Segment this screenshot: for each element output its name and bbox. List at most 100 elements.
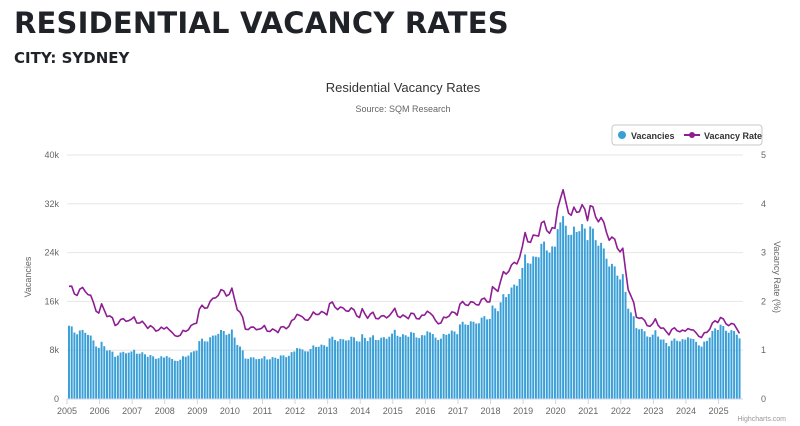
vacancies-bar[interactable] [494,308,497,399]
vacancies-bar[interactable] [201,338,203,399]
vacancies-bar[interactable] [133,349,136,399]
vacancies-bar[interactable] [396,335,399,399]
vacancies-bar[interactable] [456,334,459,399]
vacancies-bar[interactable] [217,333,220,399]
vacancies-bar[interactable] [418,338,421,399]
vacancies-bar[interactable] [168,357,171,399]
vacancies-bar[interactable] [610,263,613,399]
vacancies-bar[interactable] [646,336,649,399]
credits[interactable]: Highcharts.com [737,416,786,423]
vacancies-bar[interactable] [450,330,453,399]
vacancies-bar[interactable] [252,357,255,399]
vacancies-bar[interactable] [700,346,703,399]
vacancies-bar[interactable] [173,360,176,399]
vacancies-bar[interactable] [429,332,432,399]
vacancies-bar[interactable] [309,348,312,399]
vacancies-bar[interactable] [68,325,70,399]
vacancies-bar[interactable] [380,337,383,399]
vacancies-bar[interactable] [377,340,380,399]
vacancies-bar[interactable] [643,331,646,399]
vacancies-bar[interactable] [317,346,320,399]
vacancies-bar[interactable] [290,352,293,399]
vacancies-bar[interactable] [676,340,679,399]
vacancies-bar[interactable] [372,335,375,399]
vacancies-bar[interactable] [543,241,546,399]
vacancies-bar[interactable] [149,355,152,399]
vacancy-rate-path[interactable] [68,188,741,339]
vacancies-bar[interactable] [323,345,326,399]
vacancies-bar[interactable] [279,355,282,399]
vacancies-bar[interactable] [255,359,258,399]
vacancies-bar[interactable] [293,351,296,399]
vacancies-bar[interactable] [559,222,562,399]
vacancies-bar[interactable] [602,248,605,399]
vacancies-bar[interactable] [502,294,505,399]
vacancies-bar[interactable] [404,335,407,399]
vacancies-bar[interactable] [697,345,700,399]
vacancies-bar[interactable] [285,357,288,399]
vacancies-bar[interactable] [480,317,483,399]
vacancies-bar[interactable] [540,243,543,399]
vacancies-bar[interactable] [225,334,228,399]
vacancies-bar[interactable] [477,323,480,399]
vacancies-bar[interactable] [572,226,575,399]
vacancies-bar[interactable] [236,344,239,399]
vacancies-bar[interactable] [298,348,301,399]
vacancies-bar[interactable] [600,242,603,399]
vacancies-bar[interactable] [434,337,437,399]
vacancies-bar[interactable] [160,356,163,399]
vacancies-bar[interactable] [260,358,263,399]
vacancies-bar[interactable] [583,228,586,399]
vacancies-bar[interactable] [472,321,475,399]
vacancies-bar[interactable] [684,339,687,399]
vacancies-bar[interactable] [331,336,334,399]
vacancies-bar[interactable] [651,334,654,399]
vacancies-bar[interactable] [659,339,662,399]
vacancies-bar[interactable] [78,330,81,399]
vacancies-bar[interactable] [423,335,426,399]
vacancies-bar[interactable] [412,332,415,399]
vacancies-bar[interactable] [526,263,529,399]
vacancies-bar[interactable] [70,326,73,399]
vacancies-bar[interactable] [534,256,537,399]
vacancies-bar[interactable] [203,341,206,399]
vacancies-bar[interactable] [385,338,388,399]
vacancies-bar[interactable] [165,356,168,399]
vacancies-bar[interactable] [339,338,342,399]
vacancies-bar[interactable] [616,275,619,399]
vacancies-bar[interactable] [130,351,133,399]
vacancies-bar[interactable] [249,357,252,399]
vacancies-bar[interactable] [605,258,608,399]
vacancies-bar[interactable] [486,319,489,399]
vacancies-bar[interactable] [439,338,442,399]
vacancies-bar[interactable] [716,329,719,399]
vacancies-bar[interactable] [198,341,201,399]
vacancies-bar[interactable] [719,324,722,399]
vacancies-bar[interactable] [591,228,594,399]
vacancies-bar[interactable] [657,336,660,399]
vacancies-bar[interactable] [524,254,527,399]
vacancies-bar[interactable] [342,339,345,399]
vacancies-bar[interactable] [445,334,448,399]
vacancies-bar[interactable] [347,340,350,399]
vacancies-bar[interactable] [154,358,157,399]
vacancies-bar[interactable] [220,329,222,399]
vacancies-bar[interactable] [521,267,524,399]
vacancies-bar[interactable] [496,311,499,399]
vacancies-bar[interactable] [146,356,149,399]
vacancies-bar[interactable] [328,338,331,399]
vacancies-bar[interactable] [108,350,111,399]
vacancies-bar[interactable] [632,316,635,399]
vacancies-bar[interactable] [95,346,98,399]
vacancies-bar[interactable] [461,321,464,399]
vacancies-bar[interactable] [369,337,372,399]
vacancies-bar[interactable] [727,332,730,399]
vacancies-bar[interactable] [363,337,366,399]
vacancies-bar[interactable] [564,225,567,399]
vacancies-bar[interactable] [366,341,369,399]
vacancies-bar[interactable] [640,328,643,399]
vacancies-bar[interactable] [103,346,106,399]
vacancies-bar[interactable] [119,352,122,399]
vacancies-bar[interactable] [271,357,274,399]
vacancies-bar[interactable] [301,349,304,399]
